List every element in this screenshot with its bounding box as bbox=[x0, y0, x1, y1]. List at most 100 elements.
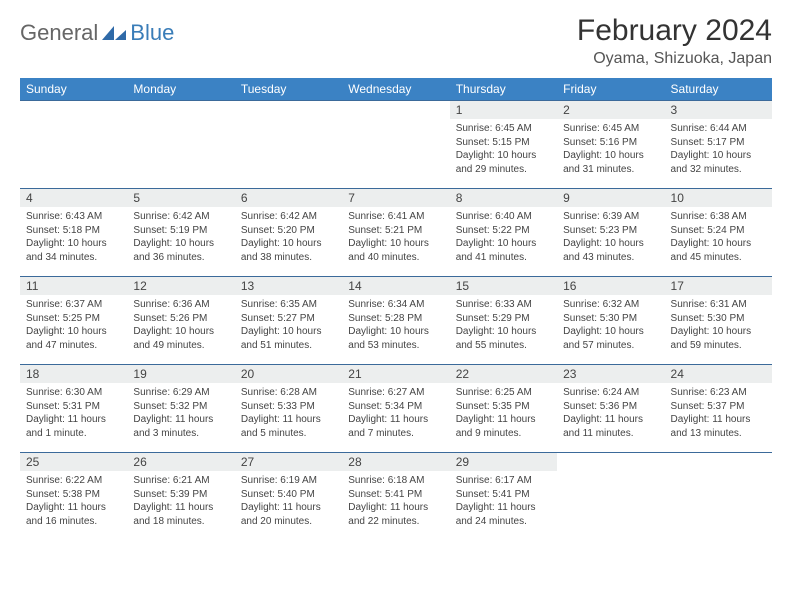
logo-sail-icon bbox=[100, 24, 128, 42]
daylight-text: Daylight: 10 hours and 41 minutes. bbox=[456, 237, 551, 264]
logo-text-general: General bbox=[20, 20, 98, 46]
sunset-text: Sunset: 5:26 PM bbox=[133, 312, 228, 326]
day-number: 5 bbox=[127, 189, 234, 207]
day-details: Sunrise: 6:31 AMSunset: 5:30 PMDaylight:… bbox=[665, 295, 772, 356]
sunset-text: Sunset: 5:25 PM bbox=[26, 312, 121, 326]
location-subtitle: Oyama, Shizuoka, Japan bbox=[577, 50, 772, 68]
calendar-cell: 20Sunrise: 6:28 AMSunset: 5:33 PMDayligh… bbox=[235, 365, 342, 453]
calendar-cell: 19Sunrise: 6:29 AMSunset: 5:32 PMDayligh… bbox=[127, 365, 234, 453]
sunrise-text: Sunrise: 6:32 AM bbox=[563, 298, 658, 312]
daylight-text: Daylight: 10 hours and 29 minutes. bbox=[456, 149, 551, 176]
daylight-text: Daylight: 10 hours and 34 minutes. bbox=[26, 237, 121, 264]
daylight-text: Daylight: 11 hours and 11 minutes. bbox=[563, 413, 658, 440]
month-title: February 2024 bbox=[577, 14, 772, 48]
sunrise-text: Sunrise: 6:21 AM bbox=[133, 474, 228, 488]
day-details: Sunrise: 6:36 AMSunset: 5:26 PMDaylight:… bbox=[127, 295, 234, 356]
daylight-text: Daylight: 10 hours and 55 minutes. bbox=[456, 325, 551, 352]
calendar-cell: 8Sunrise: 6:40 AMSunset: 5:22 PMDaylight… bbox=[450, 189, 557, 277]
daylight-text: Daylight: 11 hours and 1 minute. bbox=[26, 413, 121, 440]
sunrise-text: Sunrise: 6:24 AM bbox=[563, 386, 658, 400]
sunrise-text: Sunrise: 6:45 AM bbox=[563, 122, 658, 136]
day-details: Sunrise: 6:42 AMSunset: 5:19 PMDaylight:… bbox=[127, 207, 234, 268]
sunrise-text: Sunrise: 6:19 AM bbox=[241, 474, 336, 488]
day-details: Sunrise: 6:23 AMSunset: 5:37 PMDaylight:… bbox=[665, 383, 772, 444]
day-number: 24 bbox=[665, 365, 772, 383]
calendar-cell bbox=[127, 101, 234, 189]
day-details: Sunrise: 6:32 AMSunset: 5:30 PMDaylight:… bbox=[557, 295, 664, 356]
day-details: Sunrise: 6:35 AMSunset: 5:27 PMDaylight:… bbox=[235, 295, 342, 356]
day-number: 25 bbox=[20, 453, 127, 471]
day-number: 18 bbox=[20, 365, 127, 383]
daylight-text: Daylight: 10 hours and 32 minutes. bbox=[671, 149, 766, 176]
calendar-cell: 2Sunrise: 6:45 AMSunset: 5:16 PMDaylight… bbox=[557, 101, 664, 189]
calendar-cell: 17Sunrise: 6:31 AMSunset: 5:30 PMDayligh… bbox=[665, 277, 772, 365]
calendar-cell: 18Sunrise: 6:30 AMSunset: 5:31 PMDayligh… bbox=[20, 365, 127, 453]
sunset-text: Sunset: 5:36 PM bbox=[563, 400, 658, 414]
day-number: 29 bbox=[450, 453, 557, 471]
day-number: 9 bbox=[557, 189, 664, 207]
calendar-cell: 26Sunrise: 6:21 AMSunset: 5:39 PMDayligh… bbox=[127, 453, 234, 541]
title-block: February 2024 Oyama, Shizuoka, Japan bbox=[577, 14, 772, 68]
sunset-text: Sunset: 5:20 PM bbox=[241, 224, 336, 238]
daylight-text: Daylight: 11 hours and 9 minutes. bbox=[456, 413, 551, 440]
daylight-text: Daylight: 11 hours and 5 minutes. bbox=[241, 413, 336, 440]
day-details: Sunrise: 6:44 AMSunset: 5:17 PMDaylight:… bbox=[665, 119, 772, 180]
day-details: Sunrise: 6:45 AMSunset: 5:15 PMDaylight:… bbox=[450, 119, 557, 180]
weekday-header: Wednesday bbox=[342, 78, 449, 101]
calendar-cell: 22Sunrise: 6:25 AMSunset: 5:35 PMDayligh… bbox=[450, 365, 557, 453]
sunrise-text: Sunrise: 6:25 AM bbox=[456, 386, 551, 400]
day-details: Sunrise: 6:41 AMSunset: 5:21 PMDaylight:… bbox=[342, 207, 449, 268]
daylight-text: Daylight: 10 hours and 57 minutes. bbox=[563, 325, 658, 352]
day-details: Sunrise: 6:42 AMSunset: 5:20 PMDaylight:… bbox=[235, 207, 342, 268]
sunset-text: Sunset: 5:16 PM bbox=[563, 136, 658, 150]
calendar-cell: 9Sunrise: 6:39 AMSunset: 5:23 PMDaylight… bbox=[557, 189, 664, 277]
sunrise-text: Sunrise: 6:36 AM bbox=[133, 298, 228, 312]
daylight-text: Daylight: 10 hours and 31 minutes. bbox=[563, 149, 658, 176]
calendar-cell bbox=[342, 101, 449, 189]
day-details: Sunrise: 6:24 AMSunset: 5:36 PMDaylight:… bbox=[557, 383, 664, 444]
day-number: 14 bbox=[342, 277, 449, 295]
day-number: 1 bbox=[450, 101, 557, 119]
day-details: Sunrise: 6:29 AMSunset: 5:32 PMDaylight:… bbox=[127, 383, 234, 444]
daylight-text: Daylight: 10 hours and 47 minutes. bbox=[26, 325, 121, 352]
sunrise-text: Sunrise: 6:41 AM bbox=[348, 210, 443, 224]
sunrise-text: Sunrise: 6:33 AM bbox=[456, 298, 551, 312]
day-number: 13 bbox=[235, 277, 342, 295]
sunset-text: Sunset: 5:21 PM bbox=[348, 224, 443, 238]
daylight-text: Daylight: 10 hours and 43 minutes. bbox=[563, 237, 658, 264]
daylight-text: Daylight: 11 hours and 16 minutes. bbox=[26, 501, 121, 528]
day-details: Sunrise: 6:19 AMSunset: 5:40 PMDaylight:… bbox=[235, 471, 342, 532]
day-number: 28 bbox=[342, 453, 449, 471]
day-number: 8 bbox=[450, 189, 557, 207]
sunrise-text: Sunrise: 6:43 AM bbox=[26, 210, 121, 224]
weekday-header: Saturday bbox=[665, 78, 772, 101]
daylight-text: Daylight: 11 hours and 7 minutes. bbox=[348, 413, 443, 440]
day-number: 23 bbox=[557, 365, 664, 383]
calendar-cell bbox=[665, 453, 772, 541]
day-details: Sunrise: 6:28 AMSunset: 5:33 PMDaylight:… bbox=[235, 383, 342, 444]
sunset-text: Sunset: 5:27 PM bbox=[241, 312, 336, 326]
calendar-cell: 11Sunrise: 6:37 AMSunset: 5:25 PMDayligh… bbox=[20, 277, 127, 365]
calendar-table: Sunday Monday Tuesday Wednesday Thursday… bbox=[20, 78, 772, 541]
sunset-text: Sunset: 5:18 PM bbox=[26, 224, 121, 238]
daylight-text: Daylight: 11 hours and 3 minutes. bbox=[133, 413, 228, 440]
daylight-text: Daylight: 11 hours and 20 minutes. bbox=[241, 501, 336, 528]
day-number: 21 bbox=[342, 365, 449, 383]
sunrise-text: Sunrise: 6:27 AM bbox=[348, 386, 443, 400]
daylight-text: Daylight: 10 hours and 40 minutes. bbox=[348, 237, 443, 264]
logo: General Blue bbox=[20, 14, 174, 46]
sunset-text: Sunset: 5:38 PM bbox=[26, 488, 121, 502]
weekday-header: Monday bbox=[127, 78, 234, 101]
day-details: Sunrise: 6:21 AMSunset: 5:39 PMDaylight:… bbox=[127, 471, 234, 532]
daylight-text: Daylight: 10 hours and 38 minutes. bbox=[241, 237, 336, 264]
calendar-week-row: 1Sunrise: 6:45 AMSunset: 5:15 PMDaylight… bbox=[20, 101, 772, 189]
day-details: Sunrise: 6:30 AMSunset: 5:31 PMDaylight:… bbox=[20, 383, 127, 444]
calendar-cell: 6Sunrise: 6:42 AMSunset: 5:20 PMDaylight… bbox=[235, 189, 342, 277]
sunset-text: Sunset: 5:24 PM bbox=[671, 224, 766, 238]
day-number: 4 bbox=[20, 189, 127, 207]
sunrise-text: Sunrise: 6:39 AM bbox=[563, 210, 658, 224]
sunrise-text: Sunrise: 6:30 AM bbox=[26, 386, 121, 400]
daylight-text: Daylight: 10 hours and 51 minutes. bbox=[241, 325, 336, 352]
calendar-cell: 7Sunrise: 6:41 AMSunset: 5:21 PMDaylight… bbox=[342, 189, 449, 277]
calendar-cell bbox=[235, 101, 342, 189]
